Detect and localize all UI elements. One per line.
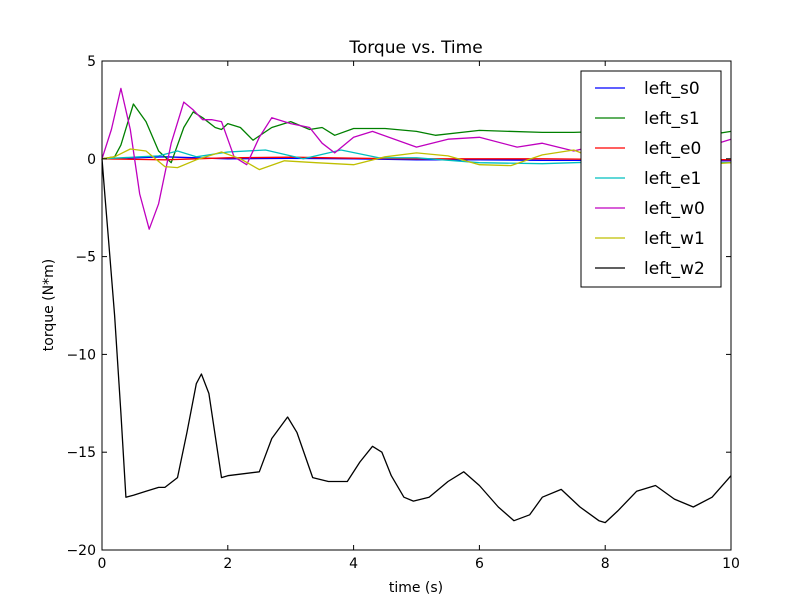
y-tick-label: −15 [66, 445, 96, 461]
legend-box [580, 70, 722, 288]
y-tick-label: −10 [66, 347, 96, 363]
x-axis-label: time (s) [389, 580, 443, 596]
chart-title: Torque vs. Time [348, 38, 482, 58]
plot-frame [101, 60, 732, 551]
series-line-left-s1 [101, 103, 732, 164]
legend-label: left_w1 [644, 229, 705, 249]
y-axis-label: torque (N*m) [41, 259, 57, 351]
series-line-left-w0 [101, 87, 732, 230]
legend: left_s0 left_s1 left_e0 left_e1 left_w0 left_… [580, 70, 722, 288]
x-tick-label: 10 [722, 556, 740, 572]
legend-label: left_s0 [644, 79, 700, 99]
x-tick-label: 0 [98, 556, 107, 572]
y-tick-label: −20 [66, 543, 96, 559]
legend-label: left_e0 [644, 139, 701, 159]
legend-label: left_e1 [644, 169, 701, 189]
y-tick-label: 0 [87, 152, 96, 168]
legend-label: left_w2 [644, 259, 705, 279]
x-tick-label: 8 [601, 556, 610, 572]
x-tick-label: 2 [223, 556, 232, 572]
series-layer [101, 87, 732, 524]
legend-label: left_w0 [644, 199, 705, 219]
legend-label: left_s1 [644, 109, 700, 129]
ticks-layer: 0 2 4 6 8 10 5 0 −5 −10 −15 −20 [66, 54, 739, 572]
x-tick-label: 4 [349, 556, 358, 572]
series-line-left-w2 [101, 158, 732, 524]
x-tick-label: 6 [475, 556, 484, 572]
y-tick-label: −5 [75, 250, 96, 266]
y-tick-label: 5 [87, 54, 96, 70]
